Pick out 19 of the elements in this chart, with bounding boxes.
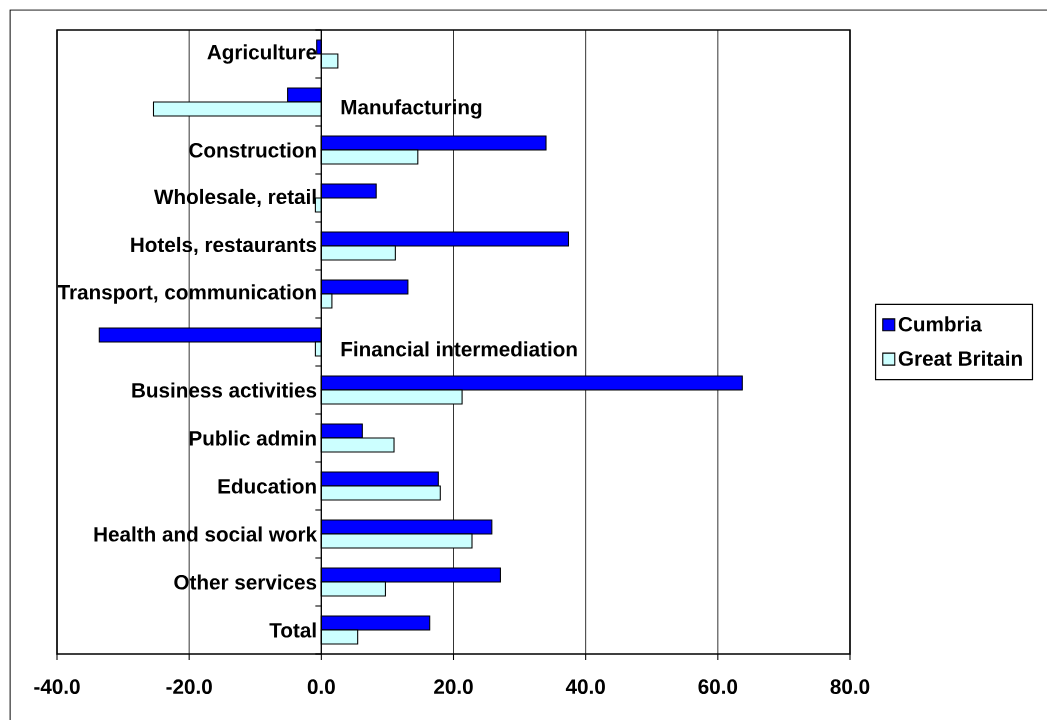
legend-label: Great Britain bbox=[898, 350, 1022, 366]
x-tick-label: -20.0 bbox=[166, 679, 212, 695]
x-tick-label: 20.0 bbox=[434, 679, 473, 695]
y-tick-label: Business activities bbox=[132, 382, 317, 398]
y-tick-label: Wholesale, retail bbox=[154, 188, 316, 208]
y-tick-label: Education bbox=[218, 478, 316, 494]
y-tick-label: Public admin bbox=[189, 430, 316, 446]
y-tick-label: Construction bbox=[189, 142, 316, 158]
x-tick-label: 40.0 bbox=[565, 679, 605, 695]
y-tick-label: Total bbox=[269, 622, 316, 638]
y-tick-label: Hotels, restaurants bbox=[131, 236, 317, 256]
x-tick-label: 0.0 bbox=[307, 679, 335, 695]
y-tick-label: Health and social work bbox=[94, 526, 318, 542]
legend-label: Cumbria bbox=[898, 316, 982, 332]
y-tick-label: Other services bbox=[174, 574, 317, 590]
x-tick-label: 60.0 bbox=[698, 679, 738, 695]
y-tick-label: Agriculture bbox=[207, 44, 317, 64]
x-tick-label: -40.0 bbox=[34, 679, 80, 695]
x-tick-label: 80.0 bbox=[830, 679, 870, 695]
